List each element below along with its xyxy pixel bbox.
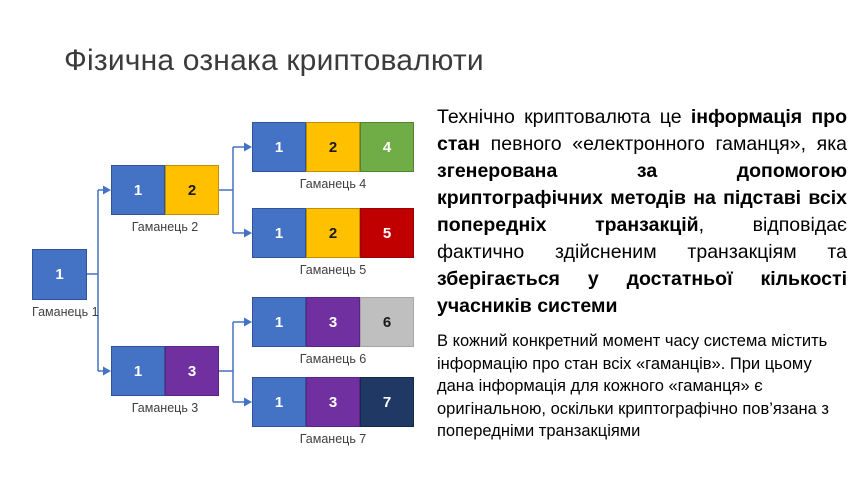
body-text-column: Технічно криптовалюта це інформація про …	[437, 104, 847, 443]
text-segment: певного «електронного гаманця», яка	[480, 133, 847, 155]
wallet-cell-1: 1	[252, 377, 306, 427]
arrowhead-w7	[244, 397, 252, 407]
wallet-cell-1: 1	[252, 208, 306, 258]
paragraph-main: Технічно криптовалюта це інформація про …	[437, 104, 847, 320]
wallet-cell-3: 3	[306, 297, 360, 347]
paragraph-secondary: В кожний конкретний момент часу система …	[437, 332, 829, 440]
wallet-3: 1 3 Гаманець 3	[111, 346, 219, 415]
arrowhead-w4	[244, 142, 252, 152]
wallet-label: Гаманець 2	[131, 220, 199, 234]
wallet-cell-1: 1	[32, 249, 87, 300]
wallet-cells: 1	[32, 249, 99, 300]
wallet-cell-1: 1	[111, 165, 165, 215]
wallet-cell-6: 6	[360, 297, 414, 347]
wallet-label: Гаманець 6	[299, 352, 367, 366]
wallet-cell-1: 1	[252, 297, 306, 347]
wallet-cell-2: 2	[306, 122, 360, 172]
edge-w3-branch	[218, 321, 244, 403]
wallet-4: 1 2 4 Гаманець 4	[252, 122, 414, 191]
wallet-label: Гаманець 4	[299, 177, 367, 191]
text-segment: , відповідає фактично здійсненим транзак…	[437, 214, 847, 263]
wallet-7: 1 3 7 Гаманець 7	[252, 377, 414, 446]
wallet-6: 1 3 6 Гаманець 6	[252, 297, 414, 366]
text-segment-bold: згенерована за допомогою криптографічних…	[437, 160, 847, 236]
wallet-label: Гаманець 3	[131, 401, 199, 415]
arrowhead-w5	[244, 228, 252, 238]
text-segment-bold: зберігається у достатньої кількості учас…	[437, 268, 847, 317]
wallet-cell-3: 3	[306, 377, 360, 427]
arrowhead-w3	[103, 366, 111, 376]
wallet-label: Гаманець 1	[32, 305, 99, 319]
wallet-cell-7: 7	[360, 377, 414, 427]
edge-w2-branch	[218, 146, 244, 234]
wallet-cell-1: 1	[111, 346, 165, 396]
wallet-1: 1 Гаманець 1	[32, 249, 99, 319]
wallet-cell-3: 3	[165, 346, 219, 396]
wallet-cell-5: 5	[360, 208, 414, 258]
wallet-5: 1 2 5 Гаманець 5	[252, 208, 414, 277]
wallet-cell-4: 4	[360, 122, 414, 172]
arrowhead-w6	[244, 317, 252, 327]
arrowhead-w2	[103, 185, 111, 195]
wallet-cell-2: 2	[165, 165, 219, 215]
wallet-label: Гаманець 5	[299, 263, 367, 277]
wallet-cell-2: 2	[306, 208, 360, 258]
slide-title: Фізична ознака криптовалюти	[64, 44, 484, 77]
text-segment-bold: інформація про стан	[437, 106, 847, 155]
text-segment: Технічно криптовалюта це	[437, 106, 691, 128]
wallet-label: Гаманець 7	[299, 432, 367, 446]
wallet-cell-1: 1	[252, 122, 306, 172]
wallet-2: 1 2 Гаманець 2	[111, 165, 219, 234]
